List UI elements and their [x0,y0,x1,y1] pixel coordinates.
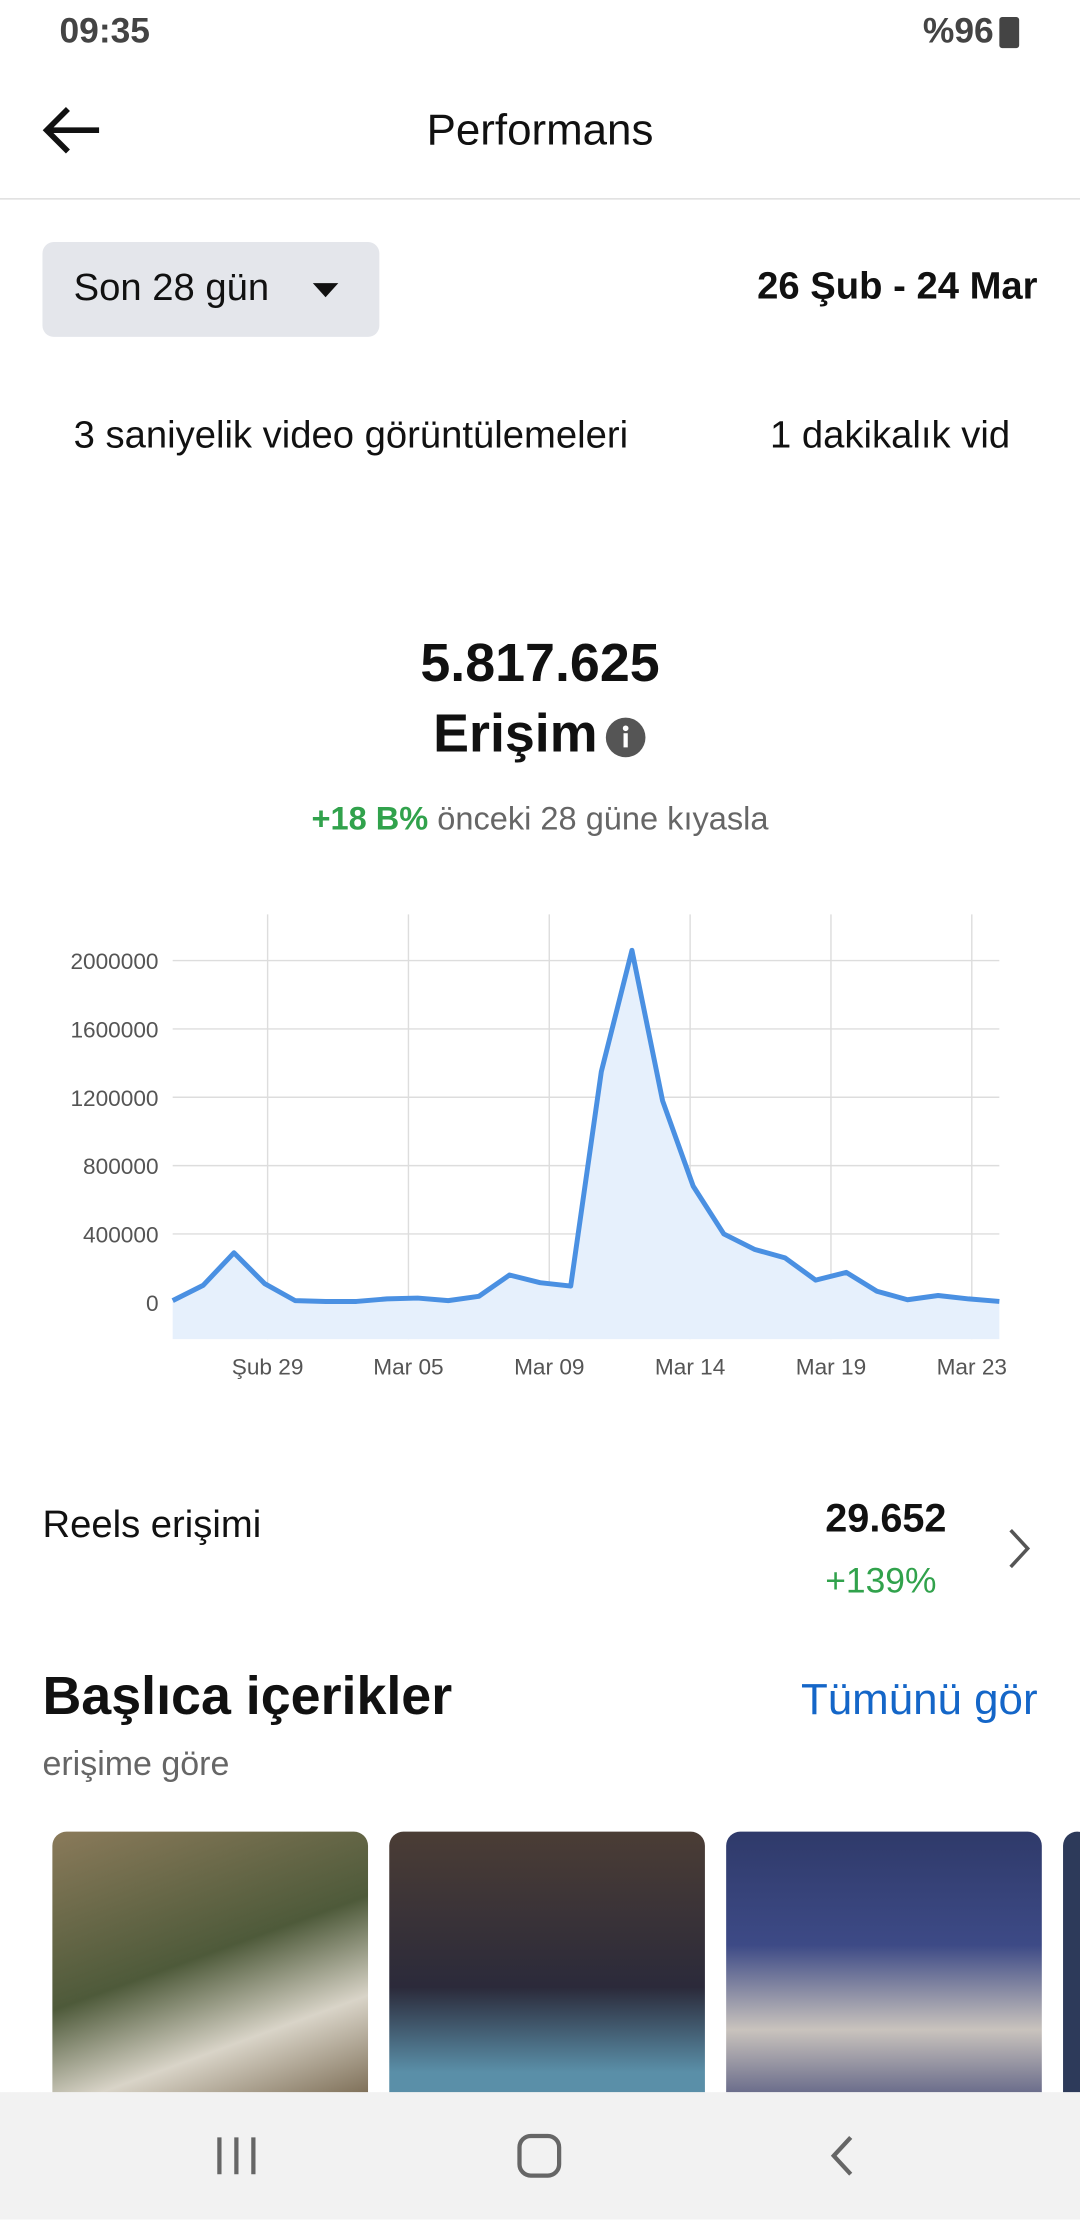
reels-value: 29.652 [825,1496,947,1541]
section-title: Başlıca içerikler [42,1667,453,1727]
x-tick-label: Mar 05 [373,1354,443,1379]
thumbnail[interactable] [389,1831,705,2115]
home-button[interactable] [515,2132,563,2180]
thumbnail[interactable] [1063,1831,1080,2115]
thumbnail[interactable] [52,1831,369,2115]
y-tick-label: 2000000 [70,949,158,974]
area [172,950,1000,1340]
metric-label: Erişim [433,704,598,765]
see-all-link[interactable]: Tümünü gör [800,1674,1038,1725]
range-label: Son 28 gün [73,266,270,309]
divider [0,198,1080,200]
nav-back-button[interactable] [827,2135,858,2177]
comparison-text: önceki 28 güne kıyasla [437,799,769,837]
y-tick-label: 400000 [83,1222,159,1247]
y-tick-label: 1600000 [70,1017,158,1042]
reels-change: +139% [825,1561,937,1601]
page-title: Performans [426,104,654,155]
info-icon[interactable] [604,716,646,758]
chevron[interactable] [1005,1526,1033,1571]
tab[interactable]: 1 dakikalık vid [770,413,1011,456]
x-tick-label: Şub 29 [232,1354,304,1379]
time: 09:35 [59,11,150,51]
thumbnail[interactable] [726,1831,1042,2115]
range-dropdown[interactable]: Son 28 gün [42,242,380,337]
caret [312,283,339,298]
metric-value: 5.817.625 [420,634,660,694]
y-tick-label: 1200000 [70,1086,158,1111]
comparison: +18 B% önceki 28 güne kıyasla [0,800,1080,838]
line [171,947,1000,1304]
y-tick-label: 0 [146,1291,159,1316]
chart: 0 400000 800000 1200000 1600000 2000000 Şub 29… [70,914,1007,1379]
section-subtitle: erişime göre [42,1745,230,1784]
back-button[interactable] [40,102,105,159]
x-tick-label: Mar 23 [937,1354,1007,1379]
nav-bar [0,2092,1080,2220]
battery: %96 [922,11,994,51]
battery-icon [999,16,1020,49]
x-tick-label: Mar 09 [514,1354,584,1379]
date-range: 26 Şub - 24 Mar [757,264,1038,308]
change: +18 B% [311,799,429,837]
x-tick-label: Mar 19 [796,1354,866,1379]
recents-button[interactable] [212,2135,260,2177]
reels-label: Reels erişimi [42,1503,262,1546]
tab[interactable]: 3 saniyelik video görüntülemeleri [73,413,629,456]
y-tick-label: 800000 [83,1154,159,1179]
x-tick-label: Mar 14 [655,1354,725,1379]
